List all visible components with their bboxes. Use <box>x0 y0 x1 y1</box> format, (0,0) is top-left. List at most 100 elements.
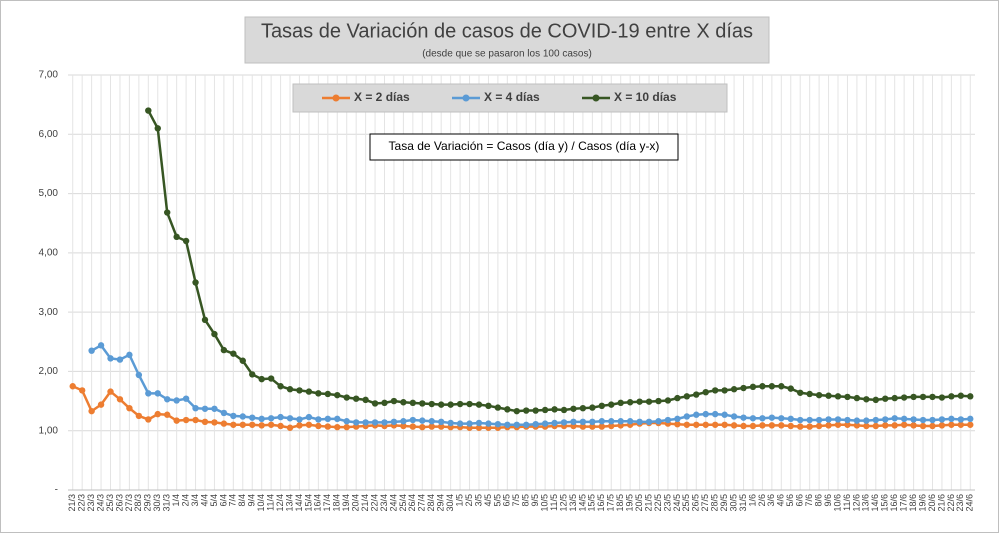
marker <box>334 423 341 431</box>
marker <box>957 421 965 428</box>
marker <box>806 390 813 398</box>
marker <box>740 414 747 421</box>
marker <box>967 415 974 423</box>
x-tick-label: 1/5 <box>454 494 464 507</box>
x-tick-label: 2/5 <box>464 494 474 507</box>
marker <box>938 416 946 423</box>
x-tick-label: 26/3 <box>114 494 124 512</box>
x-tick-label: 20/5 <box>634 494 644 512</box>
marker <box>211 419 218 426</box>
x-tick-label: 9/6 <box>823 494 833 507</box>
marker <box>145 390 152 397</box>
marker <box>107 355 114 362</box>
marker <box>626 418 634 425</box>
marker <box>541 420 549 427</box>
marker <box>844 416 851 424</box>
marker <box>617 399 624 407</box>
marker <box>154 390 161 397</box>
y-tick-label: - <box>55 485 58 496</box>
marker <box>220 420 228 427</box>
plot <box>69 107 974 431</box>
marker <box>683 393 691 400</box>
y-tick-label: 5,00 <box>39 188 59 199</box>
x-tick-label: 17/6 <box>899 494 909 512</box>
marker <box>702 410 709 418</box>
x-tick-label: 19/4 <box>341 494 351 512</box>
marker <box>891 422 898 429</box>
marker <box>957 392 965 399</box>
marker <box>220 346 228 354</box>
marker <box>267 421 275 428</box>
marker <box>230 421 237 428</box>
marker <box>778 415 785 422</box>
marker <box>721 387 728 394</box>
x-tick-label: 5/4 <box>209 494 219 507</box>
marker <box>456 400 464 408</box>
marker <box>730 422 738 429</box>
x-tick-label: 19/5 <box>625 494 635 512</box>
marker <box>305 413 313 421</box>
marker <box>967 421 974 428</box>
marker <box>201 316 209 324</box>
x-tick-label: 23/3 <box>86 494 96 512</box>
x-tick-label: 22/6 <box>946 494 956 512</box>
marker <box>872 422 879 430</box>
marker <box>900 415 908 423</box>
x-tick-label: 6/5 <box>502 494 512 507</box>
x-tick-label: 5/6 <box>785 494 795 507</box>
legend-label: X = 2 días <box>354 90 410 104</box>
x-tick-label: 30/5 <box>728 494 738 512</box>
marker <box>192 404 199 412</box>
marker <box>929 422 936 430</box>
marker <box>277 413 284 421</box>
x-tick-label: 1/4 <box>171 494 181 507</box>
marker <box>173 417 180 424</box>
marker <box>579 423 587 430</box>
marker <box>891 415 898 422</box>
x-tick-label: 28/5 <box>710 494 720 512</box>
chart-title: Tasas de Variación de casos de COVID-19 … <box>261 20 753 42</box>
marker <box>834 393 842 400</box>
marker <box>239 421 246 428</box>
marker <box>834 421 842 428</box>
marker <box>296 416 303 423</box>
marker <box>362 419 369 426</box>
marker <box>664 416 672 424</box>
marker <box>343 423 350 431</box>
marker <box>683 413 691 420</box>
marker <box>749 415 757 422</box>
marker <box>693 411 700 418</box>
x-tick-label: 10/4 <box>256 494 266 512</box>
x-tick-label: 6/6 <box>795 494 805 507</box>
marker <box>589 404 596 411</box>
marker <box>579 418 587 426</box>
marker <box>532 420 539 428</box>
marker <box>825 392 832 399</box>
marker <box>882 422 889 429</box>
x-tick-label: 29/3 <box>143 494 153 512</box>
marker <box>787 385 794 392</box>
marker <box>589 418 596 426</box>
marker <box>910 393 917 401</box>
marker <box>929 416 936 424</box>
marker <box>598 418 606 425</box>
marker <box>164 209 171 216</box>
marker <box>938 422 946 429</box>
marker <box>589 423 596 430</box>
marker <box>863 396 870 403</box>
x-tick-label: 9/4 <box>247 494 257 507</box>
marker <box>919 416 927 424</box>
marker <box>797 416 804 424</box>
marker <box>230 412 237 420</box>
marker <box>249 421 256 428</box>
marker <box>570 405 577 412</box>
x-tick-label: 18/6 <box>908 494 918 512</box>
marker <box>900 394 908 401</box>
marker <box>504 406 511 413</box>
x-tick-label: 29/5 <box>719 494 729 512</box>
x-tick-label: 22/5 <box>653 494 663 512</box>
legend-label: X = 10 días <box>614 90 677 104</box>
marker <box>825 416 832 423</box>
x-tick-label: 14/6 <box>870 494 880 512</box>
